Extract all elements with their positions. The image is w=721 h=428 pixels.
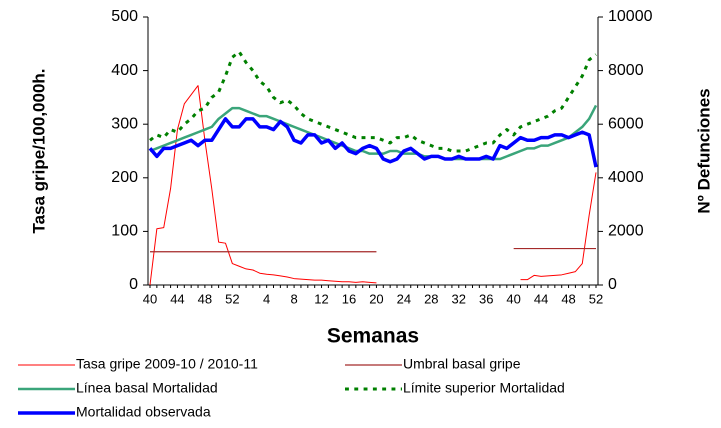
legend-label: Umbral basal gripe — [403, 356, 521, 372]
y2-tick-label: 10000 — [608, 8, 653, 25]
x-tick-label: 44 — [534, 291, 548, 306]
series-line — [148, 117, 598, 168]
series-line — [149, 50, 597, 153]
series-line — [149, 85, 597, 286]
y-tick-label: 300 — [111, 115, 138, 132]
legend-label: Línea basal Mortalidad — [76, 380, 218, 396]
x-tick-label: 52 — [225, 291, 239, 306]
x-tick-label: 40 — [143, 291, 157, 306]
y2-tick-label: 6000 — [608, 115, 644, 132]
x-tick-label: 52 — [589, 291, 603, 306]
y-tick-label: 0 — [129, 276, 138, 293]
x-tick-label: 28 — [424, 291, 438, 306]
x-axis-label: Semanas — [327, 325, 419, 348]
y-tick-label: 100 — [111, 223, 138, 240]
series-line — [150, 247, 596, 253]
series-line — [149, 104, 598, 161]
y-axis-label: Tasa gripe/100,000h. — [29, 68, 48, 233]
x-tick-label: 24 — [397, 291, 411, 306]
y2-tick-label: 0 — [608, 276, 617, 293]
legend-label: Tasa gripe 2009-10 / 2010-11 — [76, 356, 258, 372]
x-tick-label: 40 — [506, 291, 520, 306]
y2-tick-label: 4000 — [608, 169, 644, 186]
x-tick-label: 8 — [290, 291, 297, 306]
x-tick-label: 48 — [561, 291, 575, 306]
x-tick-label: 16 — [342, 291, 356, 306]
x-tick-label: 20 — [369, 291, 383, 306]
legend-label: Límite superior Mortalidad — [403, 380, 565, 396]
y-tick-label: 400 — [111, 62, 138, 79]
y2-tick-label: 8000 — [608, 62, 644, 79]
x-tick-label: 4 — [263, 291, 270, 306]
x-tick-label: 12 — [314, 291, 328, 306]
x-tick-label: 32 — [452, 291, 466, 306]
y2-tick-label: 2000 — [608, 223, 644, 240]
y2-axis-label: Nº Defunciones — [694, 88, 713, 213]
x-tick-label: 44 — [170, 291, 184, 306]
y-tick-label: 500 — [111, 8, 138, 25]
y-tick-label: 200 — [111, 169, 138, 186]
x-tick-label: 36 — [479, 291, 493, 306]
x-tick-label: 48 — [198, 291, 212, 306]
legend-label: Mortalidad observada — [76, 404, 211, 420]
